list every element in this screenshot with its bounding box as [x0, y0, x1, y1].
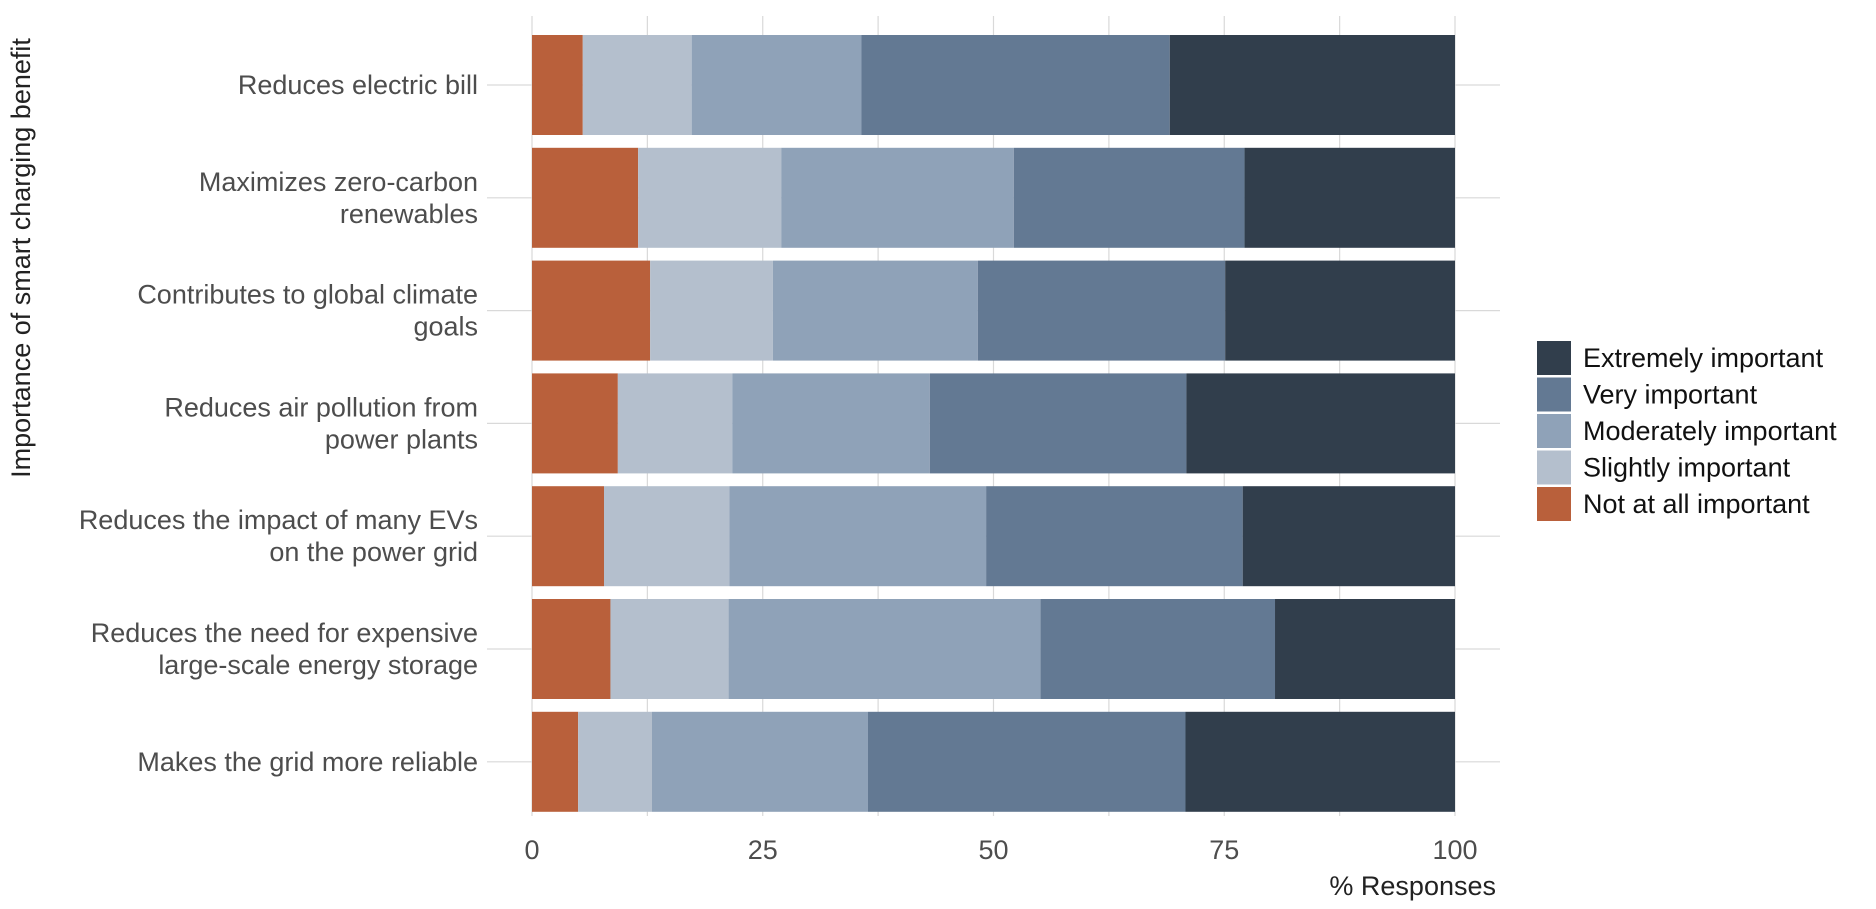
category-label: goals [413, 312, 478, 342]
category-label: Makes the grid more reliable [137, 747, 478, 777]
legend-swatch [1537, 341, 1571, 375]
bar-segment [532, 599, 611, 699]
bar-segment [532, 35, 583, 135]
bar-segment [1013, 147, 1245, 248]
category-label: Reduces the need for expensive [91, 618, 478, 648]
legend-label: Very important [1583, 380, 1758, 410]
bar-segment [651, 711, 868, 812]
category-label: power plants [325, 424, 478, 454]
x-tick-label: 25 [748, 835, 778, 865]
bar-segment [650, 260, 773, 361]
bar-segment [532, 373, 618, 474]
legend-swatch [1537, 414, 1571, 448]
bar-segment [532, 147, 639, 248]
bar-segment [532, 486, 604, 587]
bar-segment [1186, 373, 1455, 474]
bar-segment [617, 373, 733, 474]
bar-segment [728, 599, 1041, 699]
bar-segment [867, 711, 1186, 812]
category-label: Maximizes zero-carbon [199, 167, 478, 197]
bar-segment [929, 373, 1187, 474]
legend-swatch [1537, 450, 1571, 485]
category-label: renewables [340, 199, 478, 229]
y-axis-label: Importance of smart charging benefit [6, 38, 36, 478]
bar-segment [582, 35, 692, 135]
legend-swatch [1537, 487, 1571, 521]
bar-segment [1244, 147, 1455, 248]
category-label: Reduces air pollution from [164, 392, 478, 422]
bar-segment [532, 711, 579, 812]
category-label: Reduces the impact of many EVs [79, 505, 478, 535]
bars [532, 35, 1455, 812]
bar-segment [603, 486, 730, 587]
legend-label: Slightly important [1583, 453, 1791, 483]
category-labels: Reduces electric bill Maximizes zero-carb… [79, 70, 478, 777]
bar-segment [1242, 486, 1455, 587]
x-tick-labels: 0 25 50 75 100 [524, 835, 1477, 865]
x-tick-label: 100 [1432, 835, 1477, 865]
bar-segment [1225, 260, 1455, 361]
bar-segment [781, 147, 1014, 248]
bar-segment [977, 260, 1226, 361]
bar-segment [532, 260, 651, 361]
legend: Extremely important Very important Moderat… [1537, 341, 1837, 521]
bar-segment [1040, 599, 1276, 699]
bar-segment [861, 35, 1170, 135]
legend-swatch [1537, 377, 1571, 412]
bar-segment [1185, 711, 1455, 812]
legend-label: Not at all important [1583, 489, 1810, 519]
legend-label: Moderately important [1583, 416, 1837, 446]
bar-segment [1169, 35, 1455, 135]
category-label: large-scale energy storage [158, 650, 478, 680]
bar-segment [729, 486, 987, 587]
x-tick-label: 75 [1209, 835, 1239, 865]
bar-segment [578, 711, 652, 812]
x-axis-label: % Responses [1329, 871, 1496, 901]
category-label: Reduces electric bill [238, 70, 478, 100]
x-tick-label: 0 [524, 835, 539, 865]
bar-segment [638, 147, 782, 248]
bar-segment [1275, 599, 1455, 699]
category-label: Contributes to global climate [137, 280, 478, 310]
bar-segment [732, 373, 930, 474]
bar-segment [772, 260, 978, 361]
legend-label: Extremely important [1583, 343, 1824, 373]
category-label: on the power grid [269, 537, 478, 567]
bar-segment [610, 599, 729, 699]
bar-segment [691, 35, 862, 135]
x-tick-label: 50 [978, 835, 1008, 865]
bar-segment [986, 486, 1243, 587]
